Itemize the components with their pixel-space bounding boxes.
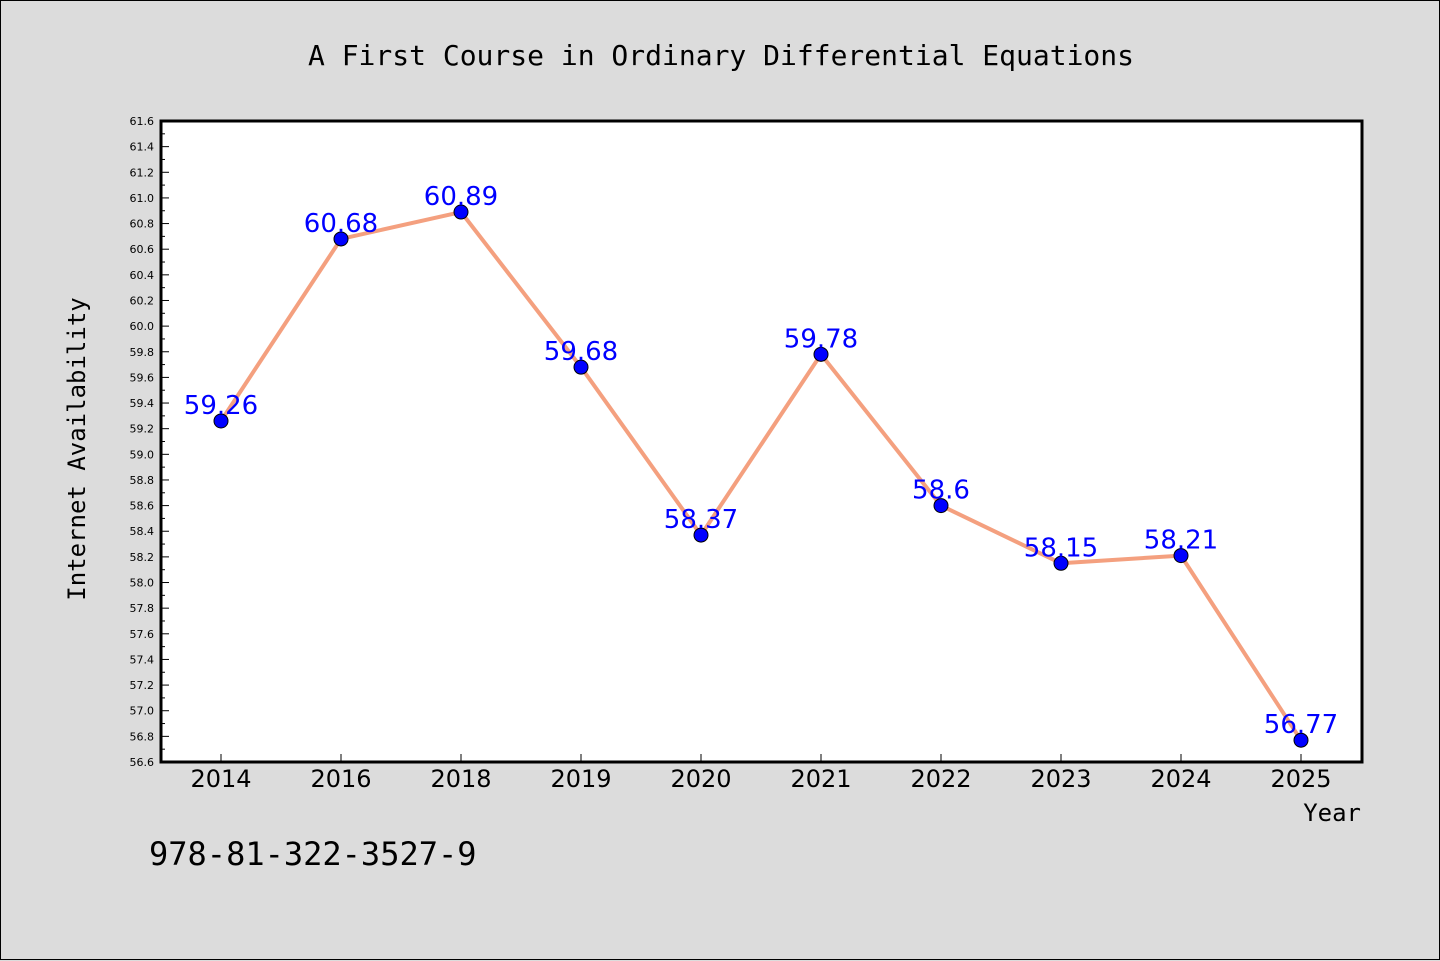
y-tick-label: 61.2: [130, 166, 155, 179]
x-axis-label: Year: [1303, 799, 1361, 827]
data-label: 59.68: [544, 337, 618, 367]
y-tick-label: 59.8: [130, 346, 155, 359]
isbn-text: 978-81-322-3527-9: [149, 835, 477, 873]
y-tick-label: 60.6: [130, 243, 155, 256]
x-tick-label: 2020: [670, 765, 731, 793]
x-tick-label: 2024: [1150, 765, 1211, 793]
y-tick-label: 57.8: [130, 602, 155, 615]
data-point: [333, 231, 349, 247]
y-tick-label: 58.4: [130, 525, 155, 538]
y-tick-label: 59.4: [130, 397, 155, 410]
x-tick-label: 2021: [790, 765, 851, 793]
y-tick-label: 60.0: [130, 320, 155, 333]
data-label: 59.78: [784, 324, 858, 354]
y-tick-label: 56.6: [130, 756, 155, 769]
y-tick-label: 59.2: [130, 423, 155, 436]
y-tick-label: 56.8: [130, 730, 155, 743]
data-label: 56.77: [1264, 710, 1338, 740]
data-point: [213, 413, 229, 429]
data-label: 58.21: [1144, 526, 1218, 556]
data-point: [573, 359, 589, 375]
x-axis: 2014 2016 2018 2019 2020 2021 2022 2023 2024 2025: [190, 754, 1332, 793]
y-axis: 56.6 56.8 57.0 57.2 57.4 57.6 57.8 58.0 58.2 58.4…: [130, 115, 169, 769]
data-label: 58.15: [1024, 533, 1098, 563]
y-tick-label: 58.2: [130, 551, 155, 564]
x-tick-label: 2023: [1030, 765, 1091, 793]
y-tick-label: 57.4: [130, 653, 155, 666]
x-tick-label: 2018: [430, 765, 491, 793]
y-tick-label: 60.2: [130, 294, 155, 307]
y-tick-label: 58.6: [130, 500, 155, 513]
y-tick-label: 61.0: [130, 192, 155, 205]
x-tick-label: 2022: [910, 765, 971, 793]
y-tick-label: 57.2: [130, 679, 155, 692]
data-point: [933, 498, 949, 514]
y-tick-label: 61.6: [130, 115, 155, 128]
series-layer: 59.26 60.68 60.89 59.68 58.37 59.78 58.6 58.15 5…: [184, 182, 1338, 748]
data-point: [453, 204, 469, 220]
y-tick-label: 57.6: [130, 628, 155, 641]
y-tick-label: 59.6: [130, 371, 155, 384]
x-tick-label: 2016: [310, 765, 371, 793]
data-point: [1053, 555, 1069, 571]
y-tick-label: 61.4: [130, 141, 155, 154]
x-tick-label: 2025: [1270, 765, 1331, 793]
data-point: [1293, 732, 1309, 748]
y-tick-label: 58.8: [130, 474, 155, 487]
y-axis-label: Internet Availability: [63, 297, 91, 600]
data-label: 60.89: [424, 182, 498, 212]
data-point: [813, 346, 829, 362]
y-tick-label: 59.0: [130, 448, 155, 461]
x-tick-label: 2019: [550, 765, 611, 793]
y-tick-label: 57.0: [130, 705, 155, 718]
y-tick-label: 60.4: [130, 269, 155, 282]
series-line: [219, 210, 1303, 742]
data-label: 59.26: [184, 391, 258, 421]
data-point: [1173, 548, 1189, 564]
chart-title: A First Course in Ordinary Differential …: [308, 39, 1134, 72]
data-label: 58.6: [912, 476, 970, 506]
data-point: [693, 527, 709, 543]
y-tick-label: 60.8: [130, 218, 155, 231]
y-tick-label: 58.0: [130, 577, 155, 590]
x-tick-label: 2014: [190, 765, 251, 793]
data-label: 58.37: [664, 505, 738, 535]
data-label: 60.68: [304, 209, 378, 239]
